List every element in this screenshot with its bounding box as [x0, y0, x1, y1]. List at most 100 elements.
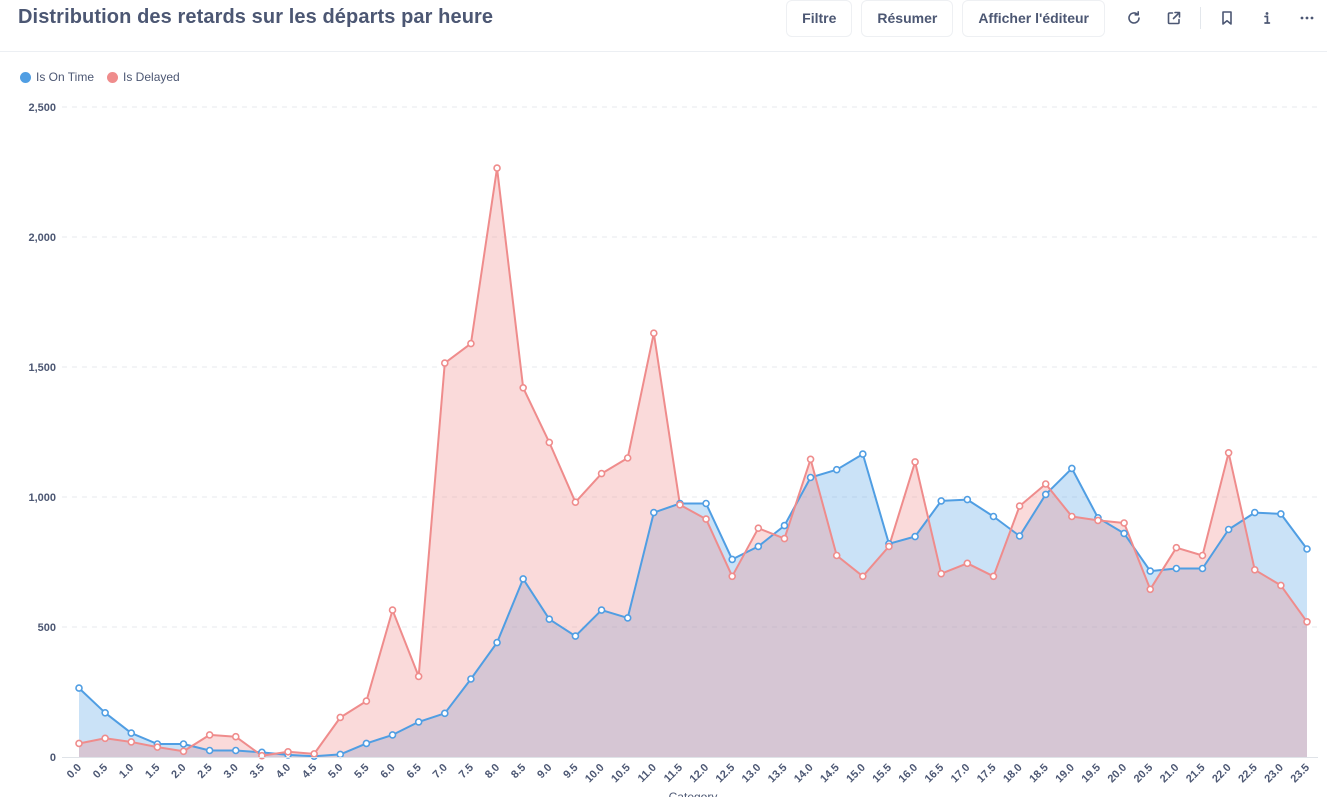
data-point-delayed [1277, 581, 1285, 590]
x-tick-label: 9.0 [535, 762, 554, 781]
data-point-on-time [963, 495, 972, 504]
x-tick-label: 11.5 [662, 762, 685, 785]
data-point-delayed [963, 559, 972, 568]
data-point-delayed [1146, 585, 1155, 594]
data-point-on-time [623, 614, 632, 622]
data-point-delayed [231, 732, 240, 741]
data-point-delayed [1120, 519, 1128, 527]
x-tick-label: 15.0 [844, 762, 868, 786]
x-tick-label: 4.5 [300, 762, 319, 781]
area-layer [79, 168, 1307, 758]
data-point-delayed [911, 458, 919, 466]
data-point-on-time [1277, 510, 1285, 518]
data-point-on-time [1198, 564, 1207, 573]
data-point-delayed [127, 738, 136, 746]
data-point-on-time [650, 508, 658, 517]
data-point-on-time [75, 684, 83, 692]
filter-button[interactable]: Filtre [786, 0, 853, 37]
x-tick-label: 9.5 [561, 762, 580, 781]
x-tick-label: 16.5 [923, 762, 947, 786]
x-tick-label: 14.5 [818, 762, 842, 786]
x-tick-label: 16.0 [897, 762, 921, 786]
data-point-delayed [885, 542, 893, 551]
data-point-on-time [754, 542, 763, 551]
x-tick-label: 7.5 [457, 762, 476, 781]
legend-dot-delayed [107, 71, 119, 83]
x-tick-label: 23.5 [1288, 762, 1312, 786]
legend-item-delayed[interactable]: Is Delayed [107, 70, 180, 84]
data-point-delayed [414, 672, 423, 681]
data-point-delayed [545, 438, 554, 447]
x-tick-label: 11.0 [636, 762, 659, 785]
x-tick-label: 6.5 [404, 762, 423, 781]
data-point-on-time [571, 632, 580, 640]
bookmark-icon[interactable] [1207, 0, 1247, 36]
x-tick-label: 19.0 [1053, 762, 1077, 786]
data-point-delayed [859, 572, 867, 581]
legend-dot-on-time [20, 71, 31, 83]
data-point-delayed [153, 743, 162, 751]
legend-label-delayed: Is Delayed [123, 70, 180, 84]
x-tick-label: 20.5 [1132, 762, 1156, 786]
data-point-delayed [440, 359, 449, 367]
x-tick-label: 20.0 [1106, 762, 1130, 786]
data-point-on-time [1015, 532, 1024, 540]
data-point-delayed [519, 383, 527, 392]
legend-item-on-time[interactable]: Is On Time [20, 70, 94, 84]
data-point-on-time [493, 638, 501, 647]
data-point-on-time [728, 555, 736, 564]
x-tick-label: 5.5 [352, 762, 371, 781]
data-point-delayed [1094, 516, 1102, 525]
summarize-button[interactable]: Résumer [861, 0, 954, 37]
data-point-delayed [284, 747, 292, 756]
x-tick-label: 0.5 [91, 762, 110, 781]
line-delayed [78, 167, 1308, 757]
data-point-delayed [1198, 551, 1207, 560]
data-point-delayed [989, 572, 998, 581]
x-tick-label: 14.0 [792, 762, 816, 786]
data-point-on-time [1224, 525, 1233, 534]
data-point-on-time [989, 512, 998, 521]
toolbar-divider [1200, 7, 1201, 29]
data-point-delayed [1015, 502, 1024, 510]
data-point-delayed [179, 747, 188, 756]
data-point-delayed [806, 455, 815, 464]
area-chart: 0 500 1,000 1,500 2,000 2,500 0.0 0.5 1.0 1.5 2.0 2… [28, 102, 1318, 797]
x-tick-label: 4.0 [274, 762, 293, 781]
x-tick-label: 22.5 [1236, 762, 1260, 786]
page-title: Distribution des retards sur les départs… [18, 6, 494, 28]
data-point-on-time [1250, 508, 1259, 517]
data-point-on-time [440, 709, 449, 718]
x-tick-label: 8.0 [483, 762, 502, 781]
chart-legend: Is On Time Is Delayed [20, 70, 193, 84]
data-point-on-time [702, 499, 710, 508]
show-editor-button[interactable]: Afficher l'éditeur [962, 0, 1105, 37]
data-point-delayed [650, 329, 658, 337]
data-point-on-time [832, 465, 841, 474]
chart-header: Distribution des retards sur les départs… [0, 0, 1327, 52]
data-point-on-time [806, 473, 815, 482]
data-point-on-time [414, 718, 423, 726]
data-point-delayed [780, 534, 789, 543]
x-tick-label: 21.5 [1184, 762, 1208, 786]
y-tick-label: 500 [38, 622, 56, 634]
data-point-delayed [205, 731, 214, 739]
data-point-on-time [1120, 529, 1128, 538]
data-point-on-time [859, 450, 867, 458]
info-icon[interactable] [1247, 0, 1287, 36]
x-tick-label: 12.5 [714, 762, 738, 786]
more-icon[interactable] [1287, 0, 1327, 36]
data-point-delayed [702, 515, 710, 523]
data-point-on-time [1172, 564, 1181, 573]
y-tick-label: 2,000 [28, 232, 56, 244]
data-point-on-time [597, 606, 606, 614]
y-tick-label: 1,500 [28, 362, 56, 374]
x-tick-label: 3.0 [222, 762, 241, 781]
refresh-icon[interactable] [1114, 0, 1154, 36]
open-external-icon[interactable] [1154, 0, 1194, 36]
x-tick-label: 15.5 [870, 762, 894, 786]
x-tick-label: 18.5 [1027, 762, 1051, 786]
data-point-delayed [1224, 448, 1233, 457]
x-tick-label: 12.0 [688, 762, 712, 786]
data-point-on-time [179, 740, 188, 748]
